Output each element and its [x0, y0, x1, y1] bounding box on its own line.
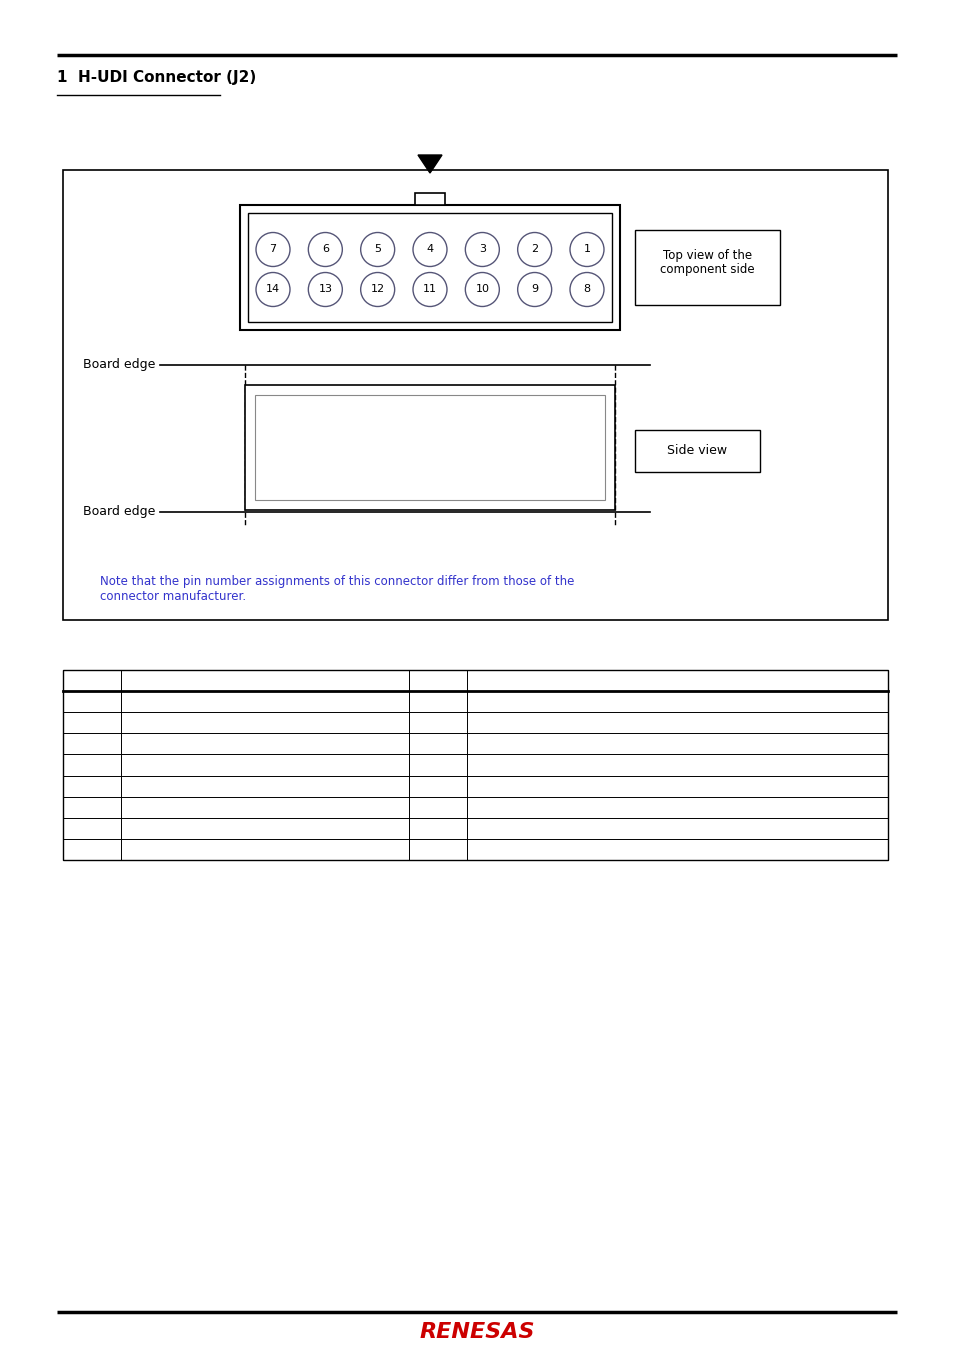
Bar: [245, 385, 615, 510]
Circle shape: [255, 273, 290, 306]
Text: 1  H-UDI Connector (J2): 1 H-UDI Connector (J2): [57, 70, 256, 85]
Text: Board edge: Board edge: [83, 505, 154, 518]
Bar: [248, 213, 612, 323]
Circle shape: [308, 232, 342, 266]
Bar: [254, 396, 604, 500]
Text: Note that the pin number assignments of this connector differ from those of the
: Note that the pin number assignments of …: [100, 575, 574, 603]
Text: 10: 10: [475, 285, 489, 294]
Bar: [635, 230, 780, 305]
Text: 11: 11: [422, 285, 436, 294]
Circle shape: [255, 232, 290, 266]
Circle shape: [465, 273, 498, 306]
Circle shape: [569, 232, 603, 266]
Text: 6: 6: [321, 244, 329, 255]
Text: 5: 5: [374, 244, 381, 255]
Text: RENESAS: RENESAS: [418, 1322, 535, 1342]
Text: 13: 13: [318, 285, 332, 294]
Circle shape: [413, 273, 447, 306]
Text: 2: 2: [531, 244, 537, 255]
Text: Side view: Side view: [667, 444, 727, 458]
Circle shape: [413, 232, 447, 266]
Text: 8: 8: [583, 285, 590, 294]
Circle shape: [308, 273, 342, 306]
Circle shape: [465, 232, 498, 266]
Circle shape: [517, 273, 551, 306]
Text: Board edge: Board edge: [83, 359, 154, 371]
Polygon shape: [417, 155, 441, 173]
Bar: [635, 431, 760, 472]
Text: 7: 7: [269, 244, 276, 255]
Bar: [240, 205, 619, 329]
Text: 12: 12: [370, 285, 384, 294]
Circle shape: [360, 232, 395, 266]
Circle shape: [517, 232, 551, 266]
Text: 3: 3: [478, 244, 485, 255]
Bar: [63, 670, 887, 860]
Text: 1: 1: [583, 244, 590, 255]
Text: 14: 14: [266, 285, 280, 294]
Circle shape: [360, 273, 395, 306]
Text: Top view of the
component side: Top view of the component side: [659, 248, 754, 277]
Text: 4: 4: [426, 244, 433, 255]
Circle shape: [569, 273, 603, 306]
Text: J2: J2: [422, 397, 436, 413]
Text: 9: 9: [531, 285, 537, 294]
Bar: [415, 193, 444, 205]
Bar: [63, 170, 887, 620]
